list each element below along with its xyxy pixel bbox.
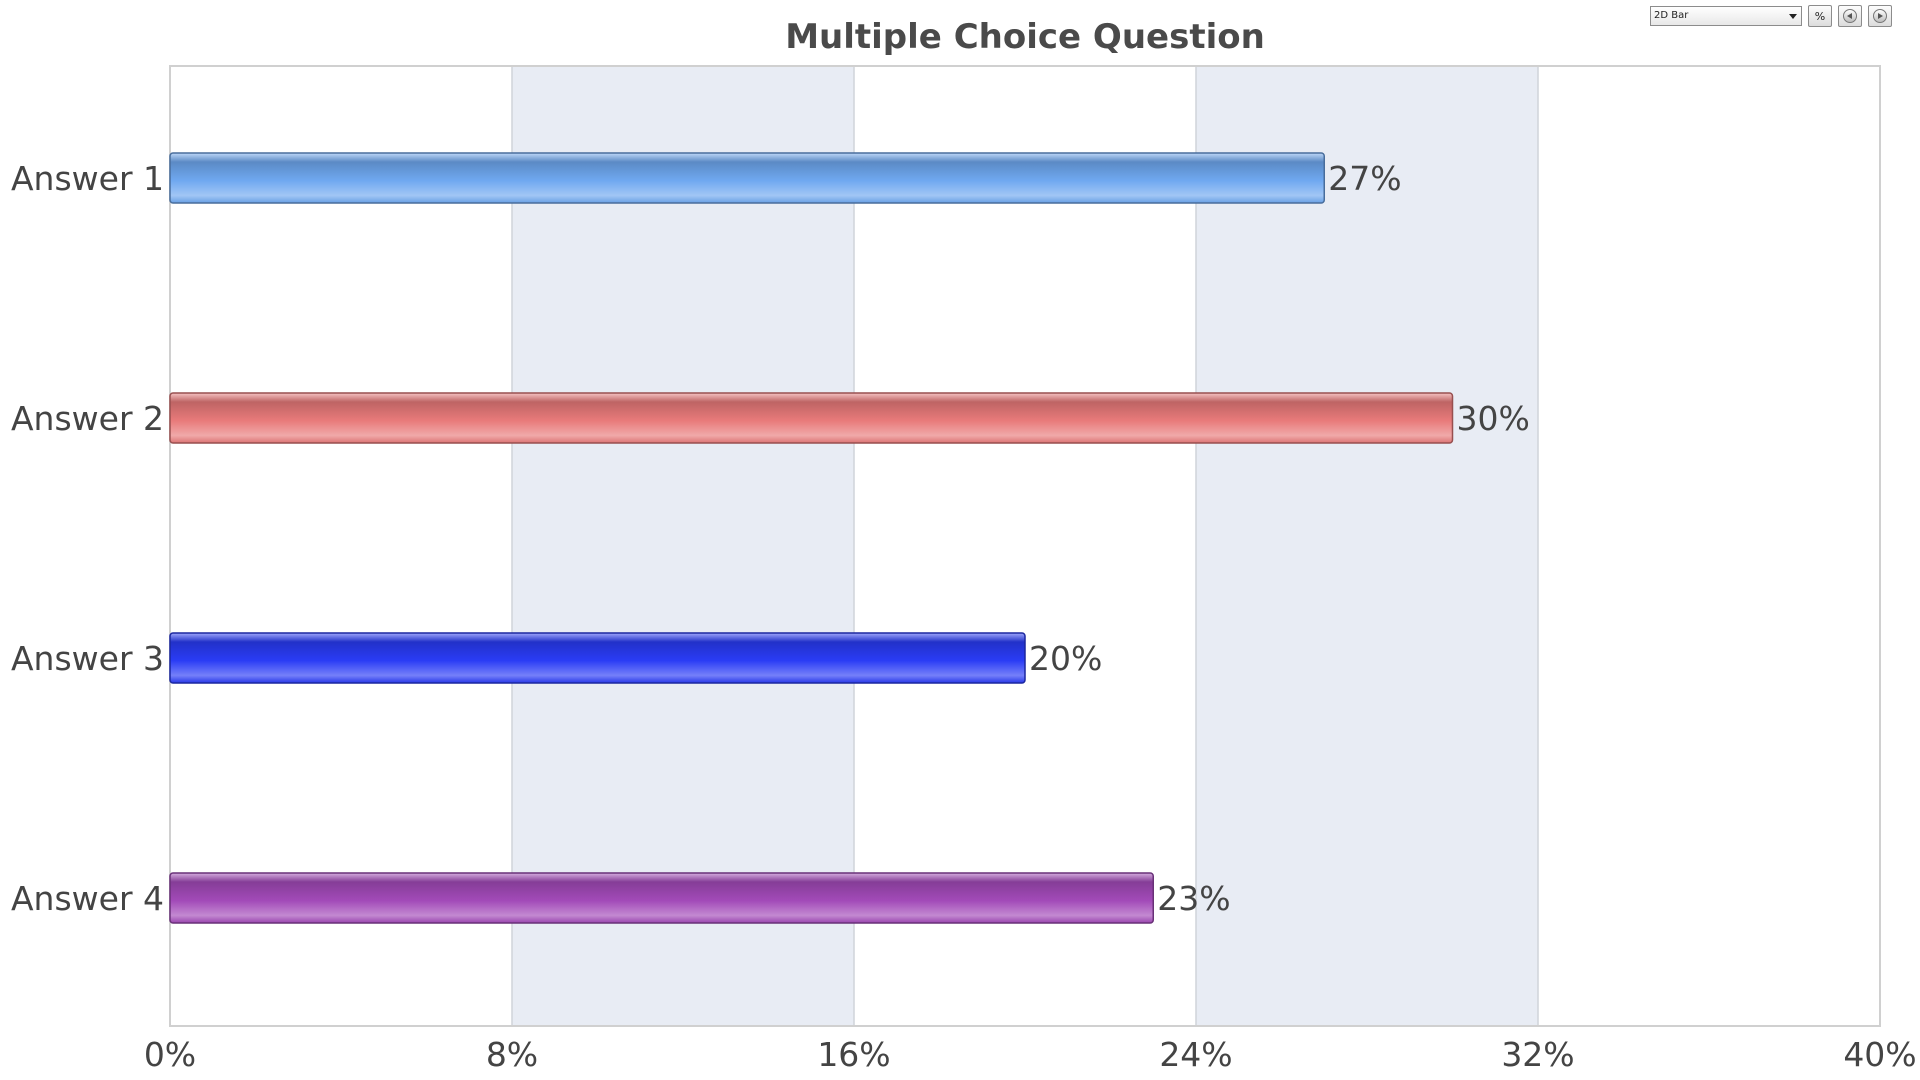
x-tick-label: 16% bbox=[817, 1035, 890, 1074]
category-label: Answer 1 bbox=[11, 159, 164, 198]
grid-band bbox=[1196, 66, 1538, 1026]
bar-3[interactable] bbox=[169, 632, 1026, 684]
gridlines bbox=[511, 66, 1539, 1026]
chart-title: Multiple Choice Question bbox=[785, 17, 1265, 57]
x-tick-label: 24% bbox=[1159, 1035, 1232, 1074]
category-label: Answer 4 bbox=[11, 879, 164, 918]
chevron-down-icon bbox=[1789, 14, 1797, 19]
category-label: Answer 2 bbox=[11, 399, 164, 438]
percent-toggle-label: % bbox=[1814, 9, 1826, 23]
x-tick-label: 40% bbox=[1843, 1035, 1916, 1074]
percent-toggle-button[interactable]: % bbox=[1808, 5, 1832, 27]
bar-2[interactable] bbox=[169, 392, 1454, 444]
chart-toolbar: 2D Bar % bbox=[1650, 4, 1892, 28]
labels: Answer 1 27% Answer 2 30% Answer 3 20% Answer … bbox=[11, 159, 1917, 1074]
x-tick-label: 8% bbox=[486, 1035, 538, 1074]
previous-question-button[interactable] bbox=[1838, 5, 1862, 27]
data-label: 20% bbox=[1029, 639, 1102, 678]
chart-type-select-value: 2D Bar bbox=[1654, 10, 1689, 21]
x-tick-label: 32% bbox=[1501, 1035, 1574, 1074]
bar-4[interactable] bbox=[169, 872, 1154, 924]
next-question-button[interactable] bbox=[1868, 5, 1892, 27]
data-label: 30% bbox=[1457, 399, 1530, 438]
plot-area bbox=[169, 65, 1881, 1027]
data-label: 27% bbox=[1328, 159, 1401, 198]
bar-1[interactable] bbox=[169, 152, 1325, 204]
circle-arrow-left-icon bbox=[1843, 9, 1857, 23]
x-tick-label: 0% bbox=[144, 1035, 196, 1074]
category-label: Answer 3 bbox=[11, 639, 164, 678]
bars bbox=[169, 152, 1454, 924]
grid-band bbox=[512, 66, 854, 1026]
circle-arrow-right-icon bbox=[1873, 9, 1887, 23]
chart-type-select[interactable]: 2D Bar bbox=[1650, 6, 1802, 26]
data-label: 23% bbox=[1157, 879, 1230, 918]
grid-bands bbox=[512, 66, 1538, 1026]
